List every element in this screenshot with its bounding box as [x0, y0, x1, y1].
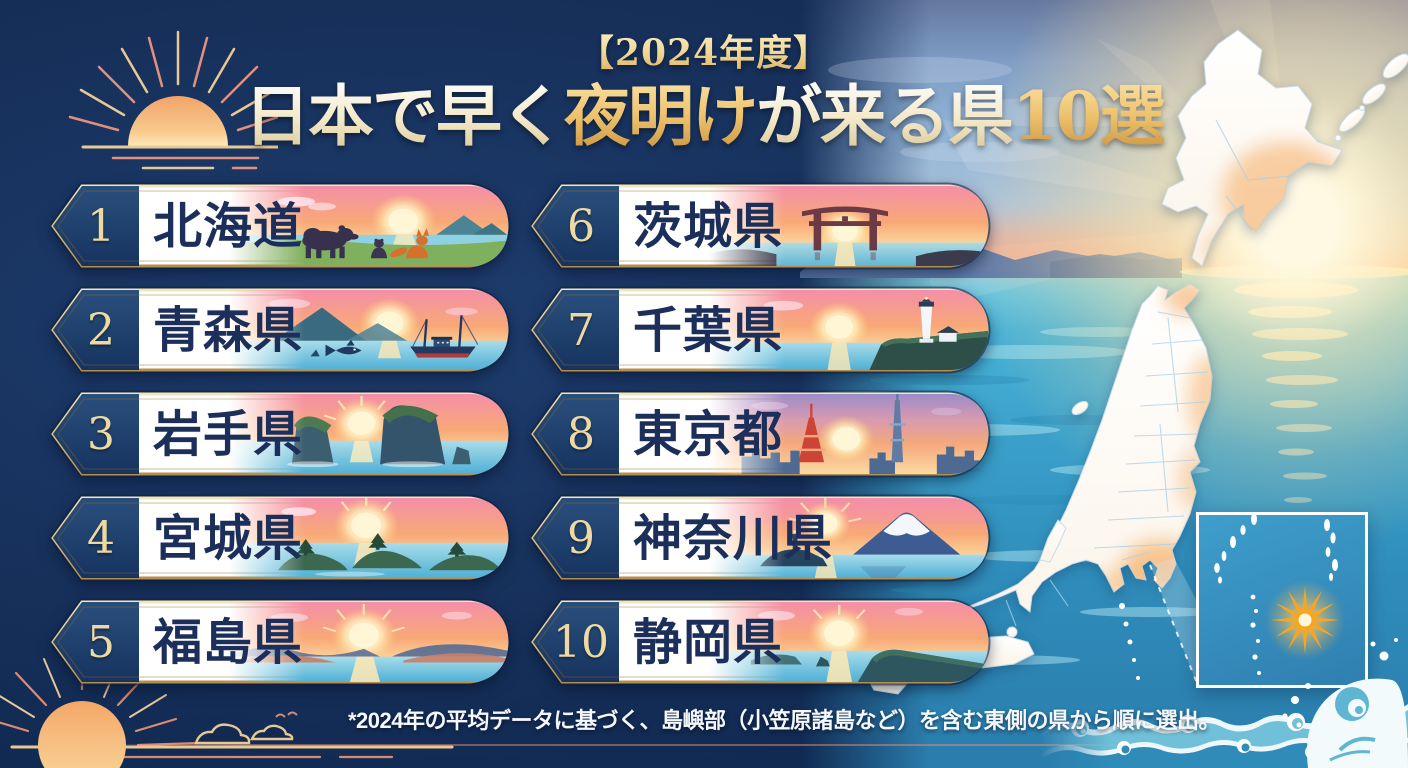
ranking-item-6: 6 茨城県	[531, 181, 993, 271]
rank-number: 6	[567, 201, 595, 252]
ranking-item-4: 4 宮城県	[51, 493, 513, 583]
rank-number: 7	[567, 305, 595, 356]
fishing-boat-icon	[410, 315, 479, 358]
year-label: 【2024年度】	[0, 24, 1408, 76]
ranking-item-8: 8 東京都	[531, 389, 993, 479]
mountain-ridges-icon	[229, 644, 508, 657]
ranking-item-1: 1 北海道	[51, 181, 513, 271]
prefecture-name: 茨城県	[633, 200, 784, 254]
pine-islands-icon	[277, 533, 502, 571]
mountain-icon	[270, 307, 369, 343]
tuna-fish-icon	[310, 339, 362, 357]
rank-number: 4	[87, 513, 115, 564]
rank-number: 10	[553, 617, 609, 668]
prefecture-name: 東京都	[633, 408, 784, 462]
horizon-accent-line	[60, 744, 1290, 746]
fox-icon	[390, 227, 429, 259]
footnote: *2024年の平均データに基づく、島嶼部（小笠原諸島など）を含む東側の県から順に…	[347, 708, 1221, 733]
ranking-item-10: 10 静岡県	[531, 597, 993, 687]
title-segment: 夜明け	[564, 77, 758, 155]
prefecture-name: 岩手県	[153, 408, 304, 462]
scene-pine-islands-illustration	[229, 498, 508, 578]
title-segment: 日本で早く	[244, 77, 566, 155]
rank-number: 5	[87, 617, 115, 668]
scene-mountains-lake-illustration	[229, 602, 508, 682]
ranking-item-9: 9 神奈川県	[531, 493, 993, 583]
sea-rocks-icon	[291, 405, 471, 465]
prefecture-name: 静岡県	[633, 616, 784, 670]
ranking-item-7: 7 千葉県	[531, 285, 993, 375]
bear-cub-icon	[370, 238, 388, 259]
scene-tuna-and-fishing-boat-illustration	[229, 290, 508, 370]
rank-number: 3	[87, 409, 115, 460]
rank-number: 9	[567, 513, 595, 564]
scene-bear-and-fox-sunrise-illustration	[229, 186, 508, 266]
ranking-item-2: 2 青森県	[51, 285, 513, 375]
ranking-item-5: 5 福島県	[51, 597, 513, 687]
prefecture-name: 福島県	[153, 616, 304, 670]
prefecture-name: 宮城県	[153, 512, 304, 566]
rank-number: 8	[567, 409, 595, 460]
prefecture-name: 青森県	[153, 304, 304, 358]
prefecture-name: 千葉県	[633, 304, 784, 358]
prefecture-name: 神奈川県	[633, 512, 834, 566]
scene-sea-cliffs-illustration	[229, 394, 508, 474]
bear-icon	[302, 225, 359, 259]
rank-number: 1	[87, 201, 115, 252]
prefecture-name: 北海道	[153, 200, 304, 254]
rank-number: 2	[87, 305, 115, 356]
shore-silhouette	[709, 249, 777, 266]
ranking-item-3: 3 岩手県	[51, 389, 513, 479]
